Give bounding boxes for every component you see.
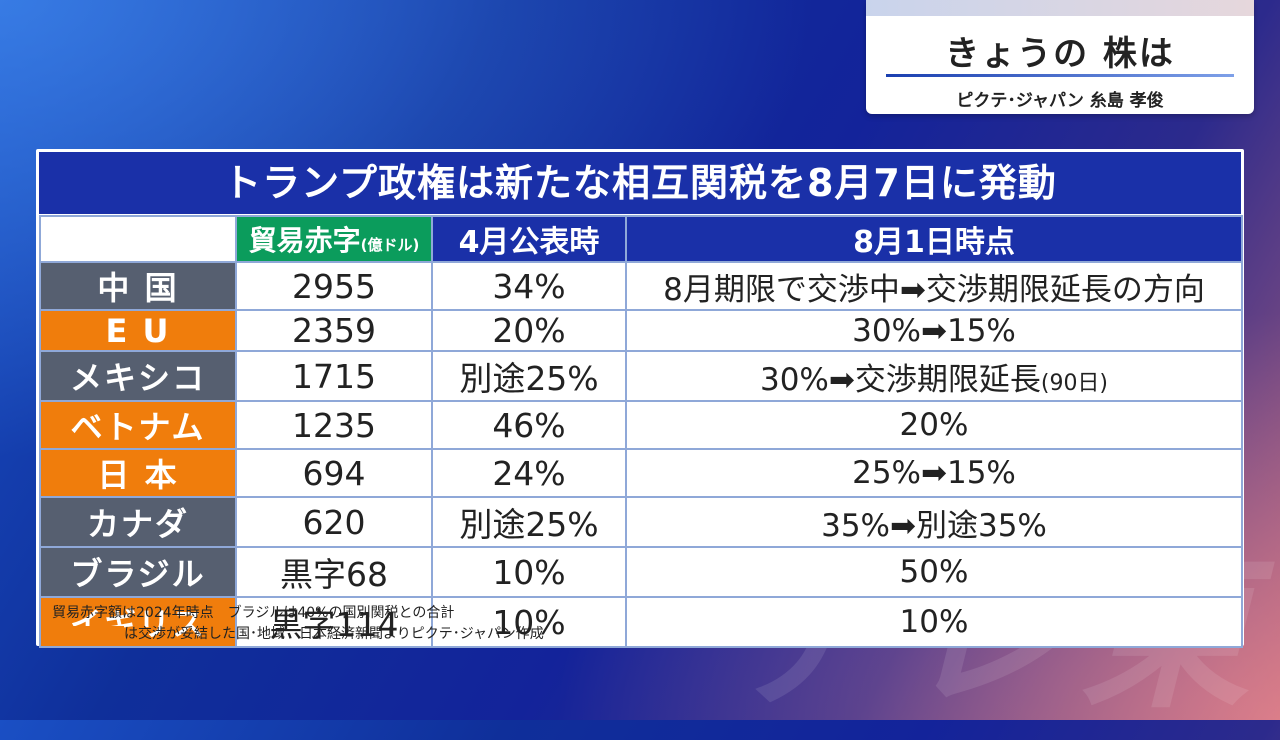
deficit-cell: 620 xyxy=(235,496,433,548)
country-cell: メキシコ xyxy=(39,350,237,402)
august-status-text: 20% xyxy=(899,407,969,443)
april-rate-cell: 別途25% xyxy=(431,350,627,402)
august-status-cell: 30%➡交渉期限延長(90日) xyxy=(625,350,1243,402)
august-status-cell: 8月期限で交渉中➡交渉期限延長の方向 xyxy=(625,261,1243,311)
deficit-cell: 1715 xyxy=(235,350,433,402)
august-status-text: 30%➡交渉期限延長 xyxy=(759,361,1041,398)
august-status-cell: 25%➡15% xyxy=(625,448,1243,498)
table-row: E U 2359 20% 30%➡15% xyxy=(39,309,1243,352)
august-status-cell: 35%➡別途35% xyxy=(625,496,1243,548)
table-row: カナダ 620 別途25% 35%➡別途35% xyxy=(39,496,1243,548)
april-rate-cell: 10% xyxy=(431,546,627,598)
country-cell: ブラジル xyxy=(39,546,237,598)
table-row: 中 国 2955 34% 8月期限で交渉中➡交渉期限延長の方向 xyxy=(39,261,1243,311)
august-status-text: 8月期限で交渉中➡交渉期限延長の方向 xyxy=(663,271,1205,308)
source-note: 貿易赤字額は2024年時点 ブラジルは40%の国別関税との合計 xyxy=(52,605,455,621)
legend-note: は交渉が妥結した国･地域 日本経済新聞よりピクテ･ジャパン作成 xyxy=(52,623,544,643)
august-status-cell: 30%➡15% xyxy=(625,309,1243,352)
orange-legend-swatch xyxy=(52,626,124,640)
april-rate-cell: 10% xyxy=(431,596,627,648)
country-cell: ベトナム xyxy=(39,400,237,450)
deficit-cell: 694 xyxy=(235,448,433,498)
august-status-text: 30%➡15% xyxy=(852,312,1016,349)
april-rate-cell: 24% xyxy=(431,448,627,498)
table-row: 日 本 694 24% 25%➡15% xyxy=(39,448,1243,498)
country-cell: 日 本 xyxy=(39,448,237,498)
country-cell: 中 国 xyxy=(39,261,237,311)
august-status-text: 35%➡別途35% xyxy=(821,507,1047,544)
april-rate-cell: 20% xyxy=(431,309,627,352)
header-deficit: 貿易赤字(億ドル) xyxy=(235,215,433,263)
table-header-row: 貿易赤字(億ドル) 4月公表時 8月1日時点 xyxy=(39,215,1243,263)
speaker-name: ピクテ･ジャパン 糸島 孝俊 xyxy=(956,91,1164,111)
panel-heading: トランプ政権は新たな相互関税を8月7日に発動 xyxy=(39,152,1241,214)
deficit-cell: 2359 xyxy=(235,309,433,352)
header-blank-cell xyxy=(39,215,237,263)
august-status-cell: 20% xyxy=(625,400,1243,450)
august-status-cell: 50% xyxy=(625,546,1243,598)
country-cell: E U xyxy=(39,309,237,352)
table-row: ベトナム 1235 46% 20% xyxy=(39,400,1243,450)
tariff-panel: トランプ政権は新たな相互関税を8月7日に発動 貿易赤字(億ドル) 4月公表時 8… xyxy=(36,149,1244,648)
deficit-cell: 黒字114 xyxy=(235,596,433,648)
april-rate-cell: 46% xyxy=(431,400,627,450)
august-status-cell: 10% xyxy=(625,596,1243,648)
deficit-cell: 1235 xyxy=(235,400,433,450)
program-title-card: きょうの 株は ピクテ･ジャパン 糸島 孝俊 xyxy=(866,0,1254,114)
table-row: ブラジル 黒字68 10% 50% xyxy=(39,546,1243,598)
legend-note-text: は交渉が妥結した国･地域 日本経済新聞よりピクテ･ジャパン作成 xyxy=(124,626,544,642)
deficit-cell: 2955 xyxy=(235,261,433,311)
august-status-note: (90日) xyxy=(1040,370,1109,396)
program-title: きょうの 株は xyxy=(945,34,1175,74)
header-deficit-label: 貿易赤字 xyxy=(248,224,361,257)
header-deficit-unit: (億ドル) xyxy=(360,236,420,254)
table-row: メキシコ 1715 別途25% 30%➡交渉期限延長(90日) xyxy=(39,350,1243,402)
title-divider xyxy=(886,74,1234,77)
header-august: 8月1日時点 xyxy=(625,215,1243,263)
country-cell: カナダ xyxy=(39,496,237,548)
tariff-table: 貿易赤字(億ドル) 4月公表時 8月1日時点 中 国 2955 34% 8月期限… xyxy=(39,215,1243,648)
august-status-text: 10% xyxy=(899,604,969,640)
header-april: 4月公表時 xyxy=(431,215,627,263)
title-card-strip xyxy=(866,0,1254,16)
deficit-cell: 黒字68 xyxy=(235,546,433,598)
april-rate-cell: 34% xyxy=(431,261,627,311)
august-status-text: 50% xyxy=(899,554,969,590)
august-status-text: 25%➡15% xyxy=(852,455,1016,491)
april-rate-cell: 別途25% xyxy=(431,496,627,548)
